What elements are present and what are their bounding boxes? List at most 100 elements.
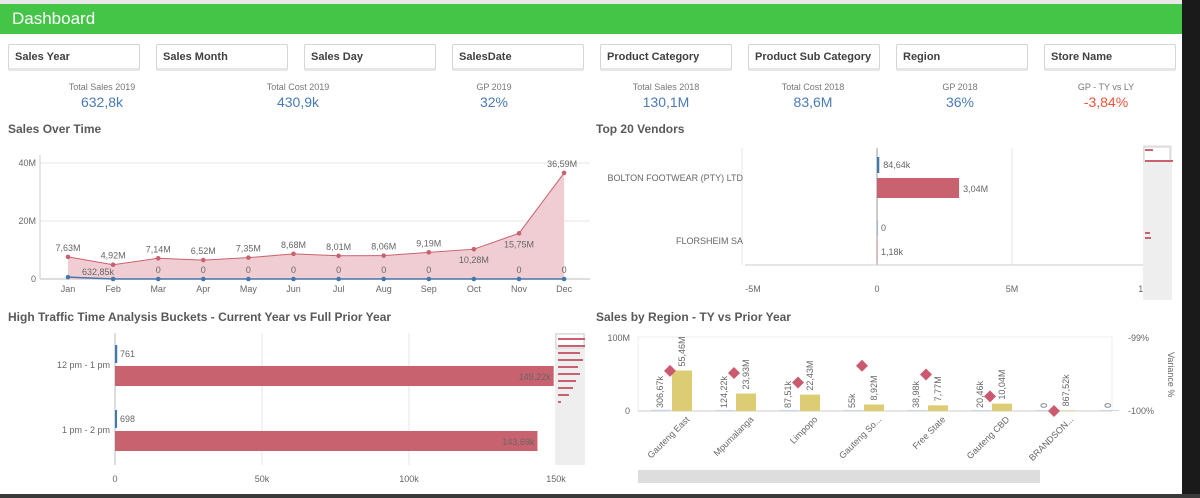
kpi-value: 32% bbox=[479, 94, 509, 110]
bar-label-ty: 38,98k bbox=[911, 380, 921, 408]
minimap-bar bbox=[558, 380, 576, 382]
scrollbar-thumb[interactable] bbox=[555, 333, 585, 349]
minimap-bar bbox=[558, 394, 569, 396]
bar-ly bbox=[800, 394, 820, 411]
area-fill bbox=[68, 172, 565, 279]
kpi: GP - TY vs LY -3,84% bbox=[1026, 82, 1186, 110]
window-edge bbox=[1182, 0, 1200, 498]
minimap-bar bbox=[558, 352, 580, 354]
bar-ty bbox=[907, 409, 927, 411]
data-point-ty bbox=[381, 276, 387, 282]
bar-label: 761 bbox=[120, 349, 135, 359]
series-line-ty bbox=[67, 276, 565, 280]
data-point bbox=[155, 255, 161, 261]
data-point bbox=[246, 255, 251, 260]
chart-title-sales-by-region: Sales by Region - TY vs Prior Year bbox=[596, 310, 791, 324]
bar-ty bbox=[1099, 410, 1119, 411]
filter-region[interactable]: Region bbox=[896, 44, 1028, 71]
data-point-ty bbox=[516, 276, 522, 282]
region-scrollbar[interactable] bbox=[638, 470, 1040, 483]
bar-label-ly: 55,46M bbox=[677, 336, 687, 366]
x-tick-label: Jun bbox=[286, 284, 301, 294]
bar-label-ly: 23,93M bbox=[741, 359, 751, 389]
x-tick-label: Jul bbox=[333, 284, 345, 294]
bar-label-ty: 55k bbox=[847, 393, 857, 408]
traffic-scrollbar[interactable] bbox=[555, 333, 585, 465]
vendor-scrollbar[interactable] bbox=[1143, 145, 1172, 300]
data-label: 7,35M bbox=[236, 244, 261, 254]
kpi-value: 430,9k bbox=[276, 94, 320, 110]
x-category-label: Gauteng So... bbox=[837, 414, 883, 460]
kpi-value: -3,84% bbox=[1083, 94, 1129, 110]
minimap-bar bbox=[1145, 232, 1150, 234]
data-point bbox=[110, 262, 116, 268]
filter-sales-month[interactable]: Sales Month bbox=[156, 44, 288, 71]
data-point bbox=[516, 231, 522, 236]
minimap-bar bbox=[558, 373, 580, 375]
bar-label-ty: 306,67k bbox=[655, 375, 665, 408]
x-tick-label: 50k bbox=[255, 474, 270, 484]
bar-label-ly: 10,04M bbox=[997, 370, 1007, 400]
bar-label: 84,64k bbox=[883, 160, 911, 170]
data-point bbox=[471, 246, 477, 252]
minimap-bar bbox=[1145, 237, 1151, 239]
bar-ty bbox=[779, 409, 799, 411]
filter-sales-year[interactable]: Sales Year bbox=[8, 44, 140, 71]
bar-label-ly: 22,43M bbox=[805, 361, 815, 391]
kpi: Total Cost 2019 430,9k bbox=[218, 82, 378, 110]
data-point-ty bbox=[246, 276, 251, 282]
filter-store-name[interactable]: Store Name bbox=[1044, 44, 1176, 71]
kpi-value: 83,6M bbox=[793, 94, 833, 110]
bar-ly bbox=[877, 178, 960, 198]
kpi-label: Total Sales 2019 bbox=[68, 82, 136, 92]
bar-ty bbox=[843, 409, 863, 411]
bar-ly bbox=[877, 241, 878, 261]
filter-salesdate[interactable]: SalesDate bbox=[452, 44, 584, 71]
filter-sales-day[interactable]: Sales Day bbox=[304, 44, 436, 71]
x-tick-label: 0 bbox=[112, 474, 117, 484]
x-tick-label: 0 bbox=[874, 284, 879, 294]
x-tick-label: Oct bbox=[467, 284, 482, 294]
bar-label-ty: 0 bbox=[1039, 403, 1049, 408]
bar-label: 1,18k bbox=[881, 247, 904, 257]
kpi-label: Total Cost 2019 bbox=[266, 82, 330, 92]
top-strip bbox=[0, 0, 1200, 4]
variance-marker bbox=[728, 367, 740, 380]
bar-ty bbox=[115, 345, 118, 363]
data-point bbox=[336, 253, 341, 259]
bar-ty bbox=[971, 409, 991, 411]
data-point bbox=[561, 170, 567, 176]
window-edge-bottom bbox=[0, 494, 1200, 498]
data-label: 8,68M bbox=[281, 240, 306, 250]
data-label: 8,01M bbox=[326, 242, 351, 252]
data-point bbox=[65, 254, 71, 260]
kpi-value: 130,1M bbox=[642, 94, 690, 110]
y-tick-label: 100M bbox=[607, 333, 630, 343]
data-point bbox=[426, 250, 432, 255]
bar-ty bbox=[715, 409, 735, 411]
bar-label: 698 bbox=[120, 414, 135, 424]
minimap-bar bbox=[558, 401, 561, 403]
bar-label: 143,69k bbox=[502, 437, 535, 447]
data-label: 7,63M bbox=[55, 243, 80, 253]
x-category-label: Limpopo bbox=[788, 414, 819, 445]
data-label: 4,92M bbox=[101, 251, 126, 261]
x-tick-label: Sep bbox=[421, 284, 437, 294]
kpi: Total Sales 2019 632,8k bbox=[22, 82, 182, 110]
data-label: 36,59M bbox=[547, 159, 577, 169]
kpi-label: GP - TY vs LY bbox=[1077, 82, 1135, 92]
data-label: 7,14M bbox=[146, 244, 171, 254]
data-point-ty bbox=[291, 276, 296, 282]
chart-title-high-traffic: High Traffic Time Analysis Buckets - Cur… bbox=[8, 310, 392, 324]
filter-product-sub-category[interactable]: Product Sub Category bbox=[748, 44, 880, 71]
x-category-label: BRANDSON... bbox=[1027, 414, 1075, 462]
data-point-ty bbox=[561, 276, 567, 282]
bar-ly bbox=[992, 403, 1012, 411]
minimap-bar bbox=[1145, 149, 1153, 151]
kpi: Total Cost 2018 83,6M bbox=[733, 82, 893, 110]
variance-marker bbox=[792, 376, 804, 389]
x-tick-label: Aug bbox=[376, 284, 392, 294]
bar-ly bbox=[736, 393, 756, 411]
filter-product-category[interactable]: Product Category bbox=[600, 44, 732, 71]
chart-title-sales-over-time: Sales Over Time bbox=[8, 122, 102, 136]
